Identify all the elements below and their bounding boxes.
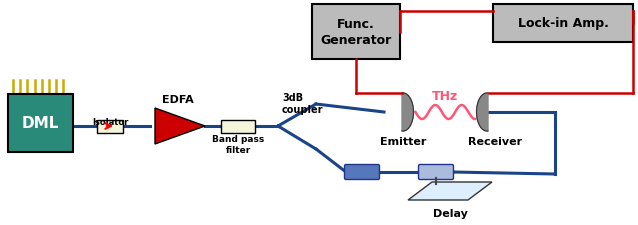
Text: Receiver: Receiver xyxy=(468,136,522,146)
Text: Func.
Generator: Func. Generator xyxy=(320,18,392,46)
Text: DML: DML xyxy=(22,116,59,131)
Text: THz: THz xyxy=(432,90,458,103)
FancyBboxPatch shape xyxy=(345,165,380,180)
Text: Band pass
filter: Band pass filter xyxy=(212,135,264,154)
Text: EDFA: EDFA xyxy=(162,94,194,105)
FancyBboxPatch shape xyxy=(493,5,633,43)
Polygon shape xyxy=(155,108,205,144)
Text: Lock-in Amp.: Lock-in Amp. xyxy=(517,17,609,30)
Text: Delay: Delay xyxy=(433,208,468,218)
FancyBboxPatch shape xyxy=(312,5,400,60)
Text: Isolator: Isolator xyxy=(92,118,128,127)
Text: Emitter: Emitter xyxy=(380,136,426,146)
FancyBboxPatch shape xyxy=(419,165,454,180)
Polygon shape xyxy=(402,94,413,131)
Text: 3dB
coupler: 3dB coupler xyxy=(282,93,323,115)
FancyBboxPatch shape xyxy=(97,120,123,133)
FancyBboxPatch shape xyxy=(221,120,255,133)
Polygon shape xyxy=(408,182,492,200)
FancyBboxPatch shape xyxy=(8,94,73,152)
Polygon shape xyxy=(477,94,488,131)
